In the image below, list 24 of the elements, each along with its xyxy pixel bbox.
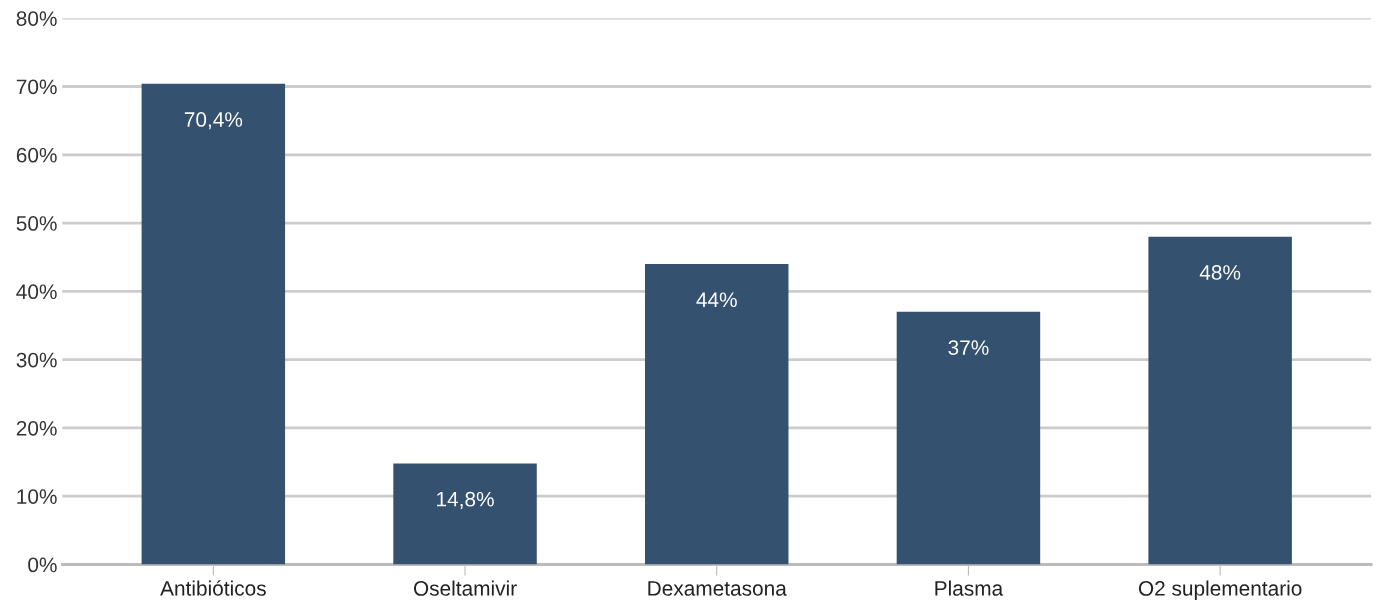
data-label: 37% bbox=[948, 340, 989, 355]
x-tick-label: O2 suplementario bbox=[1138, 580, 1302, 600]
bar bbox=[141, 83, 286, 565]
y-tick-label: 0% bbox=[28, 557, 57, 573]
x-tick-label: Plasma bbox=[935, 580, 1004, 596]
y-tick-label: 50% bbox=[16, 216, 57, 231]
y-tick-label: 10% bbox=[17, 489, 57, 504]
bar bbox=[645, 264, 789, 565]
y-tick-label: 20% bbox=[16, 420, 57, 436]
x-tick-label: Oseltamivir bbox=[413, 580, 517, 596]
y-tick-label: 60% bbox=[16, 147, 57, 163]
bar bbox=[1148, 236, 1292, 565]
y-tick-label: 30% bbox=[16, 352, 57, 368]
data-label: 48% bbox=[1199, 265, 1241, 280]
bar bbox=[896, 311, 1041, 565]
y-tick-label: 40% bbox=[16, 284, 57, 300]
y-tick-label: 70% bbox=[16, 79, 57, 95]
x-tick-label: Antibióticos bbox=[160, 580, 266, 596]
data-label: 70,4% bbox=[184, 112, 243, 130]
bar bbox=[393, 463, 537, 565]
data-label: 44% bbox=[696, 292, 737, 308]
data-label: 14,8% bbox=[437, 491, 494, 510]
x-tick-label: Dexametasona bbox=[648, 581, 787, 596]
y-tick-label: 80% bbox=[16, 11, 57, 26]
